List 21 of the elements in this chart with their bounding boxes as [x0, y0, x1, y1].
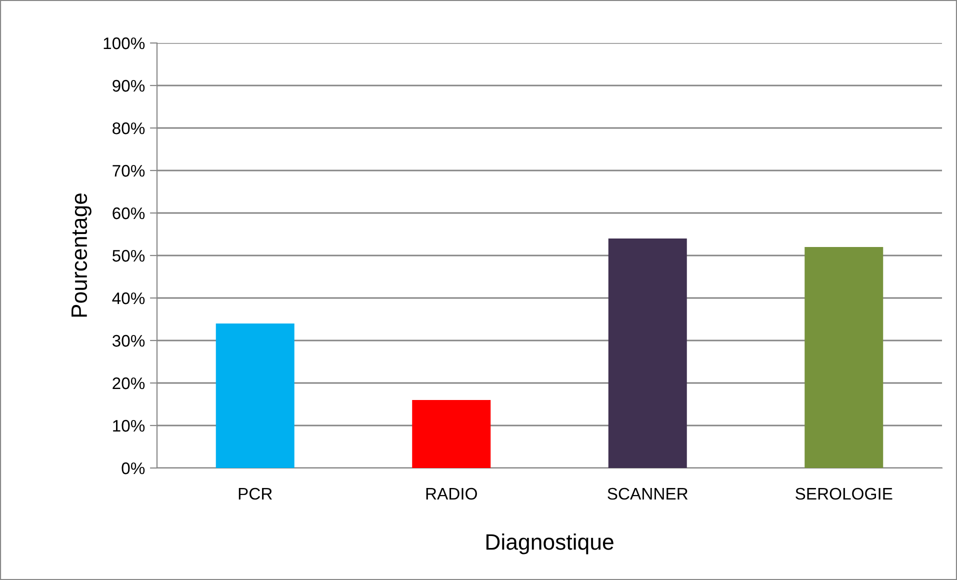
y-tick-label: 90% [112, 80, 145, 92]
y-tick-label: 20% [112, 377, 145, 390]
y-tick-label: 10% [113, 420, 145, 432]
y-tick-label: 60% [112, 207, 145, 220]
y-tick-label: 100% [104, 37, 145, 50]
x-tick-label: RADIO [426, 488, 477, 500]
y-tick-label: 50% [112, 250, 145, 262]
bar [608, 238, 687, 468]
x-tick-label: SCANNER [608, 488, 688, 500]
y-axis-title: Pourcentage [72, 193, 92, 317]
y-tick-label: 0% [122, 462, 145, 474]
y-tick-label: 40% [112, 292, 145, 304]
x-tick-label: SEROLOGIE [796, 488, 892, 500]
y-tick-label: 70% [112, 164, 145, 177]
x-tick-label: PCR [238, 488, 272, 500]
bar [412, 400, 491, 468]
bar [804, 247, 884, 468]
y-tick-label: 30% [112, 334, 145, 347]
bar [216, 324, 294, 468]
x-axis-title: Diagnostique [486, 534, 614, 554]
y-tick-label: 80% [112, 122, 145, 134]
